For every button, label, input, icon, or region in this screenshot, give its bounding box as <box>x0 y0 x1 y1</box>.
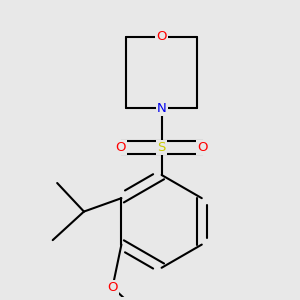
Text: N: N <box>157 102 166 115</box>
Text: O: O <box>115 141 126 154</box>
Text: O: O <box>156 30 167 43</box>
Text: O: O <box>197 141 208 154</box>
Text: S: S <box>158 141 166 154</box>
Text: O: O <box>107 281 118 294</box>
